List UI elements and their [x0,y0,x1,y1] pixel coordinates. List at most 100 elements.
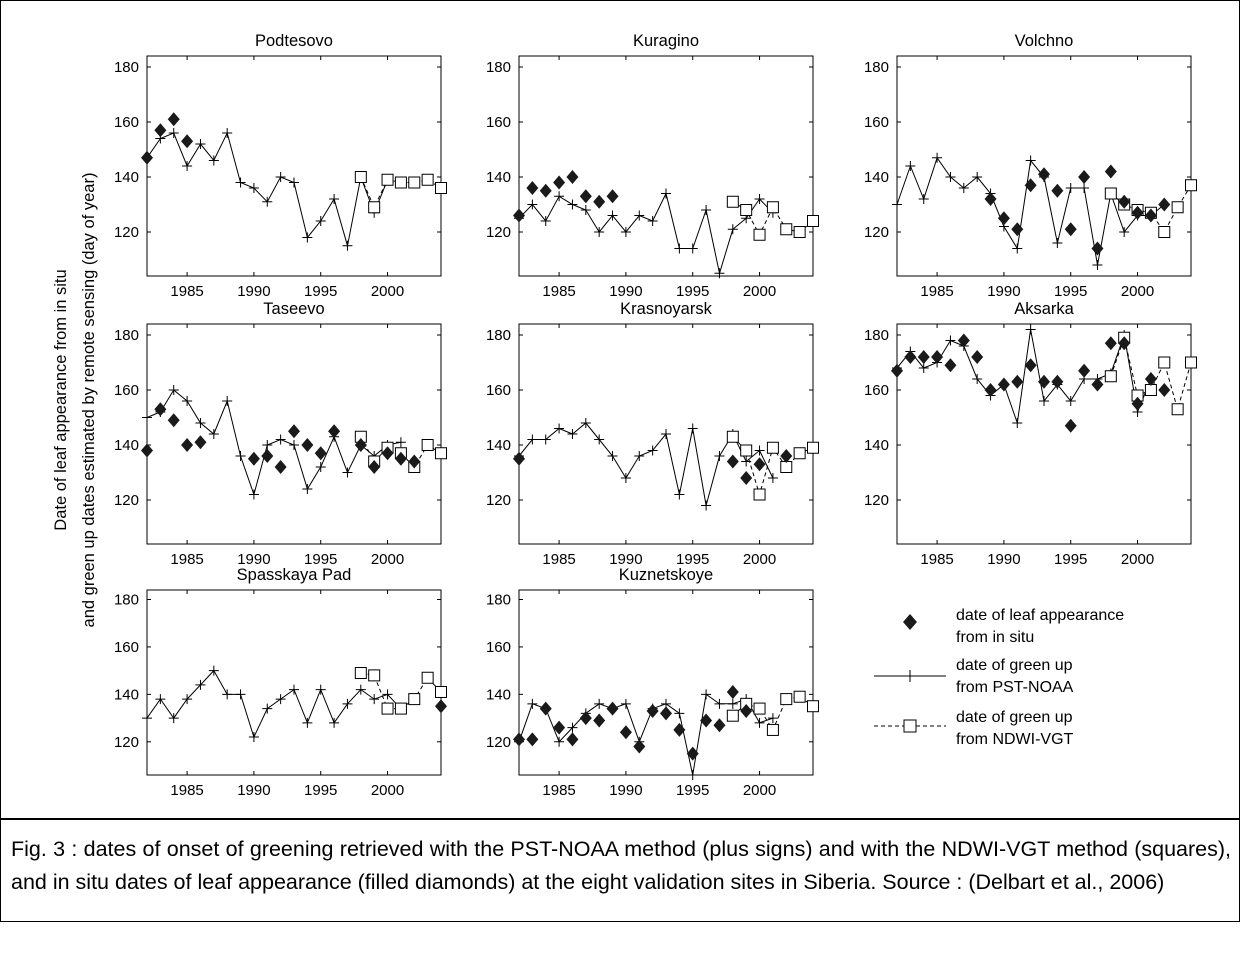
ndwi-vgt-point [1171,201,1184,214]
pst-noaa-point [918,363,929,373]
pst-noaa-point [567,429,578,439]
y-tick-label: 180 [864,59,889,76]
legend-ndwi-marker [874,719,946,733]
y-tick-label: 160 [864,114,889,131]
x-tick-label: 2000 [371,283,404,300]
x-tick-label: 1990 [237,782,270,799]
pst-noaa-point [1012,418,1023,428]
ndwi-vgt-point [421,671,434,684]
y-tick-label: 120 [114,492,139,509]
pst-noaa-point [195,679,206,690]
pst-noaa-point [945,172,956,182]
y-tick-label: 160 [486,114,511,131]
ndwi-vgt-point [354,171,367,183]
pst-noaa-point [1039,396,1049,406]
insitu-point [726,454,739,469]
pst-noaa-point [275,172,286,182]
panel-title: Kuznetskoye [619,566,713,584]
insitu-point [891,363,903,378]
ndwi-vgt-point [1171,403,1184,416]
insitu-point [394,451,407,466]
pst-noaa-point [714,268,725,279]
ndwi-vgt-point [766,201,779,214]
pst-noaa-point [674,243,685,254]
x-tick-label: 1995 [676,551,709,568]
insitu-point [1064,222,1077,237]
insitu-point [181,438,194,452]
legend-insitu-marker [903,614,917,630]
ndwi-vgt-point [381,173,394,186]
pst-noaa-point [222,396,233,406]
x-tick-label: 1985 [170,283,203,300]
x-tick-label: 1995 [304,782,337,799]
pst-noaa-point [554,423,565,434]
insitu-point [1091,377,1104,392]
insitu-point [181,134,194,149]
y-axis-label: Date of leaf appearance from in situ and… [52,173,98,628]
pst-noaa-point [687,243,698,254]
ndwi-vgt-point [408,176,421,189]
insitu-point [408,454,421,469]
x-tick-label: 1990 [987,551,1020,568]
panel-title: Aksarka [1014,300,1074,318]
pst-noaa-point [329,717,340,728]
panel-title: Taseevo [263,300,324,318]
x-tick-label: 1995 [676,283,709,300]
panel-spasskaya-pad: Spasskaya Pad 120 140 160 180 1985 1990 1995 200… [114,566,447,799]
insitu-point [1118,194,1131,209]
legend-pst-marker [874,670,946,682]
pst-noaa-line [146,389,401,497]
x-tick-label: 1985 [920,283,953,300]
ndwi-vgt-point [766,441,779,454]
ndwi-vgt-point [793,226,806,238]
x-tick-label: 1995 [304,283,337,300]
y-tick-label: 140 [864,437,889,454]
insitu-point [931,350,944,364]
insitu-point [194,435,207,450]
pst-noaa-point [342,698,353,709]
x-tick-label: 2000 [371,782,404,799]
insitu-point [141,443,153,458]
pst-noaa-point [142,713,152,724]
panel-title: Kuragino [633,32,699,50]
x-tick-label: 1990 [609,782,642,799]
ndwi-vgt-point [807,215,819,227]
pst-noaa-point [315,462,326,472]
legend-insitu-label-line2: from in situ [956,629,1034,646]
y-tick-label: 180 [114,591,139,608]
y-tick-label: 120 [486,734,511,751]
ndwi-vgt-point [753,228,766,241]
insitu-point [997,377,1010,392]
x-tick-label: 1990 [609,551,642,568]
insitu-point [1038,167,1050,182]
pst-noaa-point [527,434,538,445]
insitu-point [566,732,579,747]
insitu-point [539,701,552,716]
y-tick-label: 160 [486,639,511,656]
pst-noaa-point [208,429,219,439]
pst-noaa-point [302,484,313,494]
y-axis-label-line1: Date of leaf appearance from in situ [52,269,70,530]
x-tick-label: 1990 [987,283,1020,300]
pst-noaa-point [289,440,299,450]
ndwi-vgt-point [780,461,793,473]
insitu-point [1078,363,1091,378]
insitu-point [167,413,180,428]
pst-noaa-point [594,227,605,237]
insitu-point [673,722,686,737]
insitu-point [167,112,180,127]
insitu-point [740,703,753,718]
insitu-point [957,333,970,348]
y-tick-label: 140 [486,686,511,703]
pst-noaa-point [248,732,259,743]
plot-frame [146,589,442,776]
insitu-point [1104,336,1117,351]
pst-noaa-point [182,694,193,705]
pst-noaa-point [222,689,233,700]
ndwi-vgt-point [435,447,447,460]
y-tick-label: 180 [114,327,139,344]
insitu-point [1131,396,1144,411]
pst-noaa-point [714,698,725,709]
insitu-point [247,451,260,466]
ndwi-vgt-point [753,488,766,501]
